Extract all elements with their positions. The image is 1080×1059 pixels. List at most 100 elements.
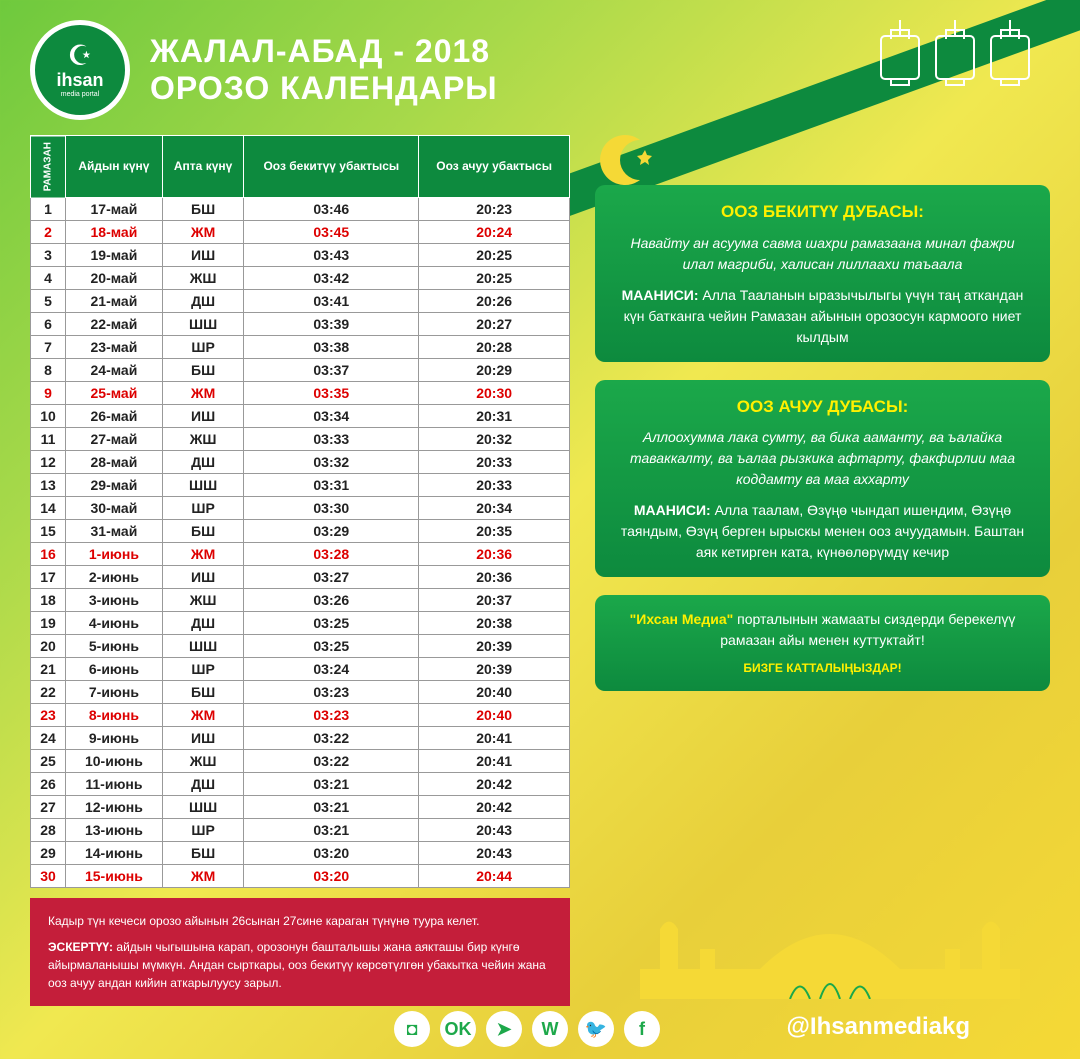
- table-row: 183-июньЖШ03:2620:37: [31, 589, 570, 612]
- cell-iftar: 20:43: [419, 819, 570, 842]
- twitter-icon[interactable]: 🐦: [578, 1011, 614, 1047]
- cell-suhoor: 03:28: [244, 543, 419, 566]
- cell-date: 22-май: [66, 313, 163, 336]
- cell-suhoor: 03:21: [244, 819, 419, 842]
- cell-date: 11-июнь: [66, 773, 163, 796]
- cell-daynum: 6: [31, 313, 66, 336]
- cell-iftar: 20:42: [419, 773, 570, 796]
- cell-iftar: 20:39: [419, 658, 570, 681]
- cell-suhoor: 03:29: [244, 520, 419, 543]
- cell-suhoor: 03:46: [244, 198, 419, 221]
- cell-daynum: 19: [31, 612, 66, 635]
- social-icons-row: ◘ OK ➤ W 🐦 f: [394, 1011, 660, 1047]
- title-calendar: ОРОЗО КАЛЕНДАРЫ: [150, 70, 498, 107]
- cell-suhoor: 03:20: [244, 865, 419, 888]
- cell-weekday: ЖШ: [162, 267, 244, 290]
- cell-iftar: 20:25: [419, 267, 570, 290]
- media-greeting-box: "Ихсан Медиа" порталынын жамааты сиздерд…: [595, 595, 1050, 691]
- table-row: 925-майЖМ03:3520:30: [31, 382, 570, 405]
- media-brand: "Ихсан Медиа": [630, 611, 734, 627]
- col-suhoor: Ооз бекитүү убактысы: [244, 136, 419, 198]
- table-row: 1228-майДШ03:3220:33: [31, 451, 570, 474]
- cell-iftar: 20:41: [419, 750, 570, 773]
- social-handle[interactable]: @Ihsanmediakg: [787, 1013, 970, 1041]
- table-row: 2914-июньБШ03:2020:43: [31, 842, 570, 865]
- cell-date: 12-июнь: [66, 796, 163, 819]
- table-row: 521-майДШ03:4120:26: [31, 290, 570, 313]
- dua-iftar-text: Аллоохумма лака сумту, ва бика ааманту, …: [613, 427, 1032, 490]
- cell-date: 31-май: [66, 520, 163, 543]
- cell-iftar: 20:34: [419, 497, 570, 520]
- cell-weekday: ДШ: [162, 290, 244, 313]
- logo-text: ihsan: [56, 70, 103, 91]
- cell-daynum: 14: [31, 497, 66, 520]
- cell-daynum: 5: [31, 290, 66, 313]
- cell-iftar: 20:44: [419, 865, 570, 888]
- ok-icon[interactable]: OK: [440, 1011, 476, 1047]
- cell-weekday: ШР: [162, 819, 244, 842]
- dua-iftar-box: ООЗ АЧУУ ДУБАСЫ: Аллоохумма лака сумту, …: [595, 380, 1050, 578]
- crescent-moon-icon: [600, 130, 660, 190]
- cell-suhoor: 03:34: [244, 405, 419, 428]
- cell-suhoor: 03:26: [244, 589, 419, 612]
- cell-date: 3-июнь: [66, 589, 163, 612]
- cell-weekday: ИШ: [162, 405, 244, 428]
- cell-weekday: ЖШ: [162, 589, 244, 612]
- cell-suhoor: 03:21: [244, 796, 419, 819]
- cell-date: 28-май: [66, 451, 163, 474]
- table-row: 2611-июньДШ03:2120:42: [31, 773, 570, 796]
- media-cta: БИЗГЕ КАТТАЛЫҢЫЗДАР!: [613, 659, 1032, 677]
- cell-weekday: ЖШ: [162, 750, 244, 773]
- dua-iftar-title: ООЗ АЧУУ ДУБАСЫ:: [613, 394, 1032, 420]
- cell-iftar: 20:26: [419, 290, 570, 313]
- cell-daynum: 16: [31, 543, 66, 566]
- cell-daynum: 18: [31, 589, 66, 612]
- table-header-row: РАМАЗАН Айдын күнү Апта күнү Ооз бекитүү…: [31, 136, 570, 198]
- telegram-icon[interactable]: ➤: [486, 1011, 522, 1047]
- cell-iftar: 20:36: [419, 566, 570, 589]
- vk-icon[interactable]: W: [532, 1011, 568, 1047]
- lanterns-decoration: [880, 20, 1030, 90]
- mosque-dome-icon: ☪: [67, 42, 92, 70]
- cell-date: 6-июнь: [66, 658, 163, 681]
- mosque-silhouette: [640, 909, 1020, 999]
- cell-suhoor: 03:33: [244, 428, 419, 451]
- media-greeting: порталынын жамааты сиздерди берекелүү ра…: [720, 611, 1015, 648]
- cell-iftar: 20:31: [419, 405, 570, 428]
- logo-subtitle: media portal: [61, 91, 100, 98]
- cell-daynum: 12: [31, 451, 66, 474]
- col-weekday: Апта күнү: [162, 136, 244, 198]
- dua-suhoor-text: Навайту ан асуума савма шахри рамазаана …: [613, 233, 1032, 275]
- meaning-label: МААНИСИ:: [622, 287, 699, 303]
- cell-daynum: 4: [31, 267, 66, 290]
- cell-iftar: 20:43: [419, 842, 570, 865]
- cell-weekday: ЖМ: [162, 543, 244, 566]
- cell-weekday: БШ: [162, 842, 244, 865]
- table-row: 420-майЖШ03:4220:25: [31, 267, 570, 290]
- dua-suhoor-title: ООЗ БЕКИТҮҮ ДУБАСЫ:: [613, 199, 1032, 225]
- cell-iftar: 20:32: [419, 428, 570, 451]
- cell-daynum: 22: [31, 681, 66, 704]
- cell-iftar: 20:40: [419, 681, 570, 704]
- cell-daynum: 1: [31, 198, 66, 221]
- cell-daynum: 29: [31, 842, 66, 865]
- cell-suhoor: 03:21: [244, 773, 419, 796]
- table-row: 194-июньДШ03:2520:38: [31, 612, 570, 635]
- instagram-icon[interactable]: ◘: [394, 1011, 430, 1047]
- cell-date: 20-май: [66, 267, 163, 290]
- cell-iftar: 20:23: [419, 198, 570, 221]
- table-row: 2712-июньШШ03:2120:42: [31, 796, 570, 819]
- cell-date: 23-май: [66, 336, 163, 359]
- cell-suhoor: 03:41: [244, 290, 419, 313]
- cell-daynum: 27: [31, 796, 66, 819]
- col-date: Айдын күнү: [66, 136, 163, 198]
- lantern-icon: [990, 20, 1030, 90]
- table-row: 2813-июньШР03:2120:43: [31, 819, 570, 842]
- cell-date: 21-май: [66, 290, 163, 313]
- cell-date: 5-июнь: [66, 635, 163, 658]
- table-row: 172-июньИШ03:2720:36: [31, 566, 570, 589]
- cell-daynum: 28: [31, 819, 66, 842]
- facebook-icon[interactable]: f: [624, 1011, 660, 1047]
- cell-iftar: 20:30: [419, 382, 570, 405]
- qadr-night-note: Кадыр түн кечеси орозо айынын 26сынан 27…: [48, 912, 552, 930]
